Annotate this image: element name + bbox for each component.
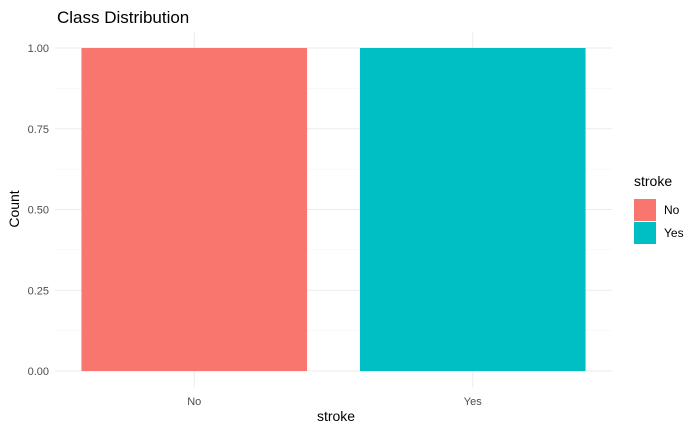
y-axis-ticks: 0.00 0.25 0.50 0.75 1.00 [28,43,49,378]
y-tick-label: 1.00 [28,43,49,55]
y-tick-label: 0.50 [28,205,49,217]
legend-items: No Yes [634,199,684,244]
legend-label-yes: Yes [664,226,684,240]
y-tick-label: 0.75 [28,124,49,136]
y-axis-title: Count [6,190,22,227]
x-axis-title: stroke [317,408,355,424]
bar-layer [81,48,586,371]
x-tick-label: No [187,396,201,408]
legend: stroke No Yes [634,173,684,244]
bar-yes [359,48,586,371]
x-axis-ticks: No Yes [187,396,482,408]
y-tick-label: 0.00 [28,366,49,378]
legend-key-no [634,199,656,221]
chart-title: Class Distribution [57,8,189,27]
y-tick-label: 0.25 [28,285,49,297]
legend-label-no: No [664,203,680,217]
legend-title: stroke [634,173,672,189]
x-tick-label: Yes [464,396,482,408]
legend-key-yes [634,222,656,244]
bar-no [81,48,308,371]
